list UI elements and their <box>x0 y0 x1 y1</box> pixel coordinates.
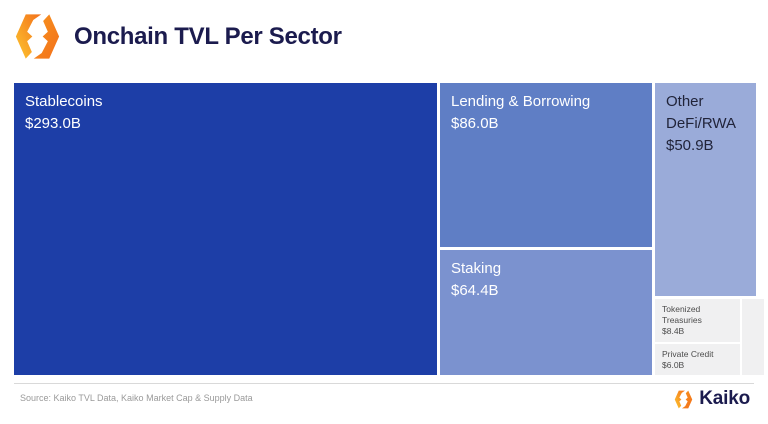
cell-label: Lending & Borrowing <box>451 93 591 110</box>
cell-label: Staking <box>451 260 502 277</box>
source-attribution: Source: Kaiko TVL Data, Kaiko Market Cap… <box>20 393 253 403</box>
treemap-cell-lending-borrowing: Lending & Borrowing $86.0B <box>440 83 652 247</box>
cell-label: Other DeFi/RWA <box>666 93 737 132</box>
cell-value: $50.9B <box>666 137 714 154</box>
kaiko-logo-icon-small <box>675 390 693 408</box>
cell-value: $64.4B <box>451 282 499 299</box>
cell-label: Private Credit <box>662 349 714 359</box>
cell-value: $6.0B <box>662 360 685 370</box>
brand-wordmark: Kaiko <box>674 388 750 410</box>
cell-label: Tokenized Treasuries <box>662 304 702 325</box>
chart-header: Onchain TVL Per Sector <box>14 13 342 60</box>
cell-label: Stablecoins <box>25 93 103 110</box>
cell-value: $8.4B <box>662 326 685 336</box>
treemap-cell-tokenized-treasuries: Tokenized Treasuries $8.4B <box>655 299 740 342</box>
treemap-cell-private-credit: Private Credit $6.0B <box>655 344 740 375</box>
treemap-cell-stablecoins: Stablecoins $293.0B <box>14 83 437 375</box>
footer-divider <box>14 383 754 384</box>
treemap-unlabeled-small-cells <box>742 299 764 375</box>
cell-value: $293.0B <box>25 115 81 132</box>
treemap: Stablecoins $293.0B Lending & Borrowing … <box>14 83 764 375</box>
brand-name: Kaiko <box>699 388 750 409</box>
cell-value: $86.0B <box>451 115 499 132</box>
treemap-cell-staking: Staking $64.4B <box>440 250 652 375</box>
kaiko-logo-icon <box>15 14 60 59</box>
treemap-cell-other-defi-rwa: Other DeFi/RWA $50.9B <box>655 83 756 296</box>
page-title: Onchain TVL Per Sector <box>74 22 342 50</box>
